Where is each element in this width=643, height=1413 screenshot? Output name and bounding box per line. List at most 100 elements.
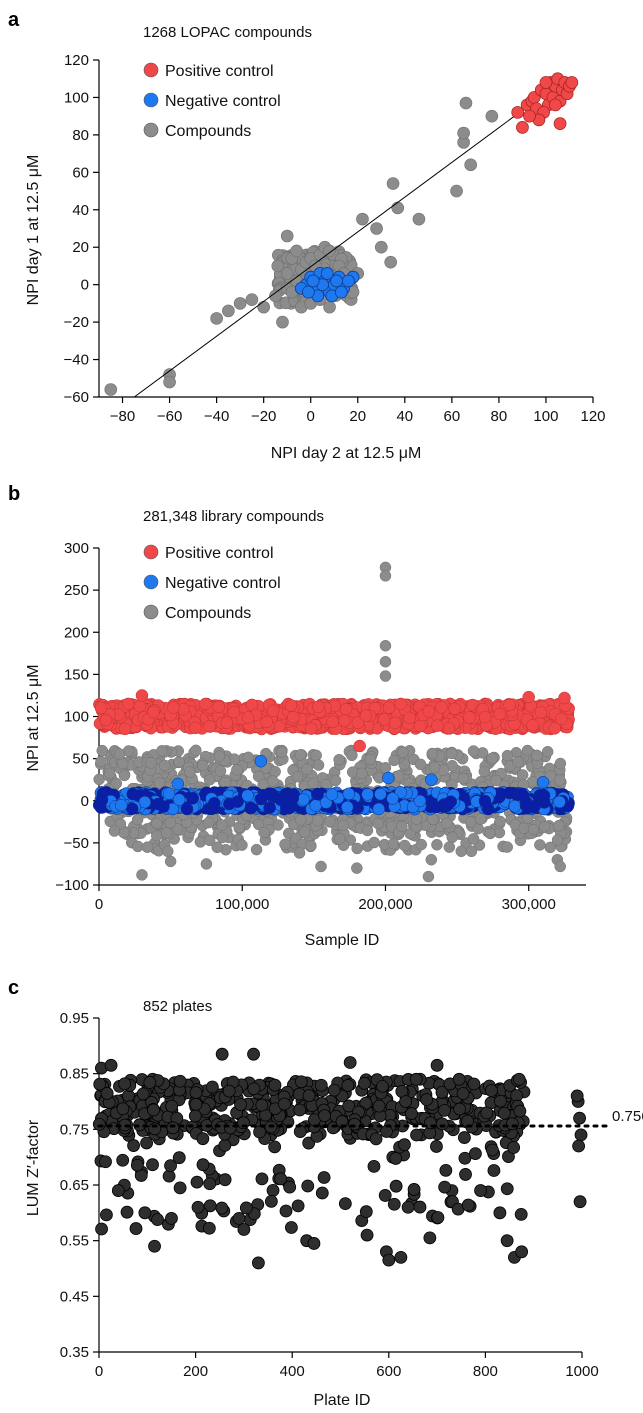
positive-control-point (260, 715, 273, 729)
plate-point (382, 1253, 396, 1267)
plate-point (467, 1077, 481, 1091)
negative-control-point (382, 771, 395, 785)
compound-point (293, 847, 306, 859)
compound-point (414, 758, 427, 771)
negative-control-point (309, 799, 323, 812)
plate-point (151, 1213, 164, 1227)
plate-point (279, 1204, 293, 1218)
compound-point (315, 860, 327, 873)
x-tick-label: −60 (157, 408, 182, 425)
compound-point (412, 212, 426, 226)
plate-point (409, 1072, 423, 1086)
compound-point (108, 825, 121, 837)
positive-control-point (203, 719, 216, 733)
compound-point (294, 814, 307, 826)
plate-point (480, 1106, 494, 1120)
y-tick-label: 250 (64, 582, 89, 599)
negative-control-point (372, 802, 386, 816)
compound-point (386, 177, 400, 190)
positive-control-point (553, 117, 567, 131)
compound-point (276, 315, 289, 329)
panel-c-scatter: c 852 plates Plate ID LUM Z′-factor 0.35… (8, 977, 643, 1409)
y-tick-label: 50 (72, 751, 89, 768)
plate-point (317, 1171, 331, 1184)
positive-control-point (133, 699, 147, 713)
compound-point (222, 304, 235, 318)
positive-control-point (312, 700, 325, 714)
plate-point (500, 1182, 514, 1196)
negative-control-point (297, 793, 310, 806)
panel-a-subtitle: 1268 LOPAC compounds (143, 24, 312, 41)
positive-control-point (147, 705, 160, 719)
plate-point (118, 1077, 132, 1091)
plate-point (435, 1117, 449, 1131)
compound-point (361, 824, 374, 837)
plate-point (143, 1076, 157, 1089)
compound-point (216, 819, 228, 831)
x-tick-label: 0 (95, 896, 103, 913)
plate-point (116, 1102, 130, 1116)
plate-point (302, 1089, 316, 1102)
compound-point (95, 755, 107, 768)
panel-b-marks (92, 561, 575, 883)
negative-control-point (519, 799, 533, 812)
positive-control-point (478, 710, 492, 724)
negative-control-point (515, 787, 529, 801)
compound-point (131, 813, 144, 826)
plate-point (438, 1180, 452, 1194)
plate-point (237, 1223, 251, 1236)
plate-point (284, 1221, 298, 1234)
negative-control-point (157, 800, 170, 813)
plate-point (430, 1058, 444, 1072)
x-tick-label: 300,000 (502, 896, 556, 913)
legend-label: Negative control (165, 575, 281, 592)
compound-point (478, 765, 491, 778)
plate-point (274, 1172, 288, 1186)
positive-control-point (522, 690, 535, 704)
compound-point (501, 749, 514, 762)
compound-point (242, 751, 254, 764)
positive-control-point (523, 109, 536, 123)
plate-point (401, 1200, 415, 1214)
plate-point (458, 1131, 471, 1144)
compound-point (245, 293, 259, 306)
x-tick-label: −20 (251, 408, 276, 425)
plate-point (431, 1211, 445, 1224)
panel-b-scatter: b 281,348 library compounds Sample ID NP… (8, 483, 586, 949)
compound-point (494, 815, 506, 828)
compound-point (484, 827, 497, 840)
compound-point (233, 297, 247, 310)
negative-control-point (172, 793, 186, 806)
plate-point (507, 1141, 521, 1154)
compound-point (450, 184, 463, 198)
plate-point (95, 1222, 108, 1236)
negative-control-point (320, 267, 334, 280)
x-tick-label: 0 (307, 408, 315, 425)
compound-point (351, 862, 363, 874)
plate-point (474, 1184, 487, 1197)
compound-point (291, 770, 304, 783)
mean-line-label: 0.756 (612, 1108, 643, 1125)
compound-point (501, 841, 513, 853)
compound-point (465, 816, 477, 828)
y-tick-label: 0.45 (60, 1288, 89, 1305)
compound-point (279, 838, 291, 851)
plate-point (376, 1079, 389, 1093)
positive-control-point (199, 697, 212, 711)
positive-control-point (359, 709, 373, 722)
plate-point (410, 1128, 423, 1142)
negative-control-point (553, 795, 566, 809)
compound-point (311, 814, 324, 827)
negative-control-point (341, 800, 354, 814)
positive-control-point (304, 722, 318, 735)
plate-point (268, 1078, 282, 1092)
compound-point (158, 759, 171, 772)
x-tick-label: 60 (444, 408, 461, 425)
plate-point (165, 1212, 178, 1225)
plate-point (268, 1140, 282, 1154)
plate-point (218, 1173, 232, 1187)
compound-point (368, 836, 380, 849)
negative-control-point (536, 775, 550, 789)
negative-control-point (171, 777, 185, 791)
compound-point (141, 841, 154, 853)
